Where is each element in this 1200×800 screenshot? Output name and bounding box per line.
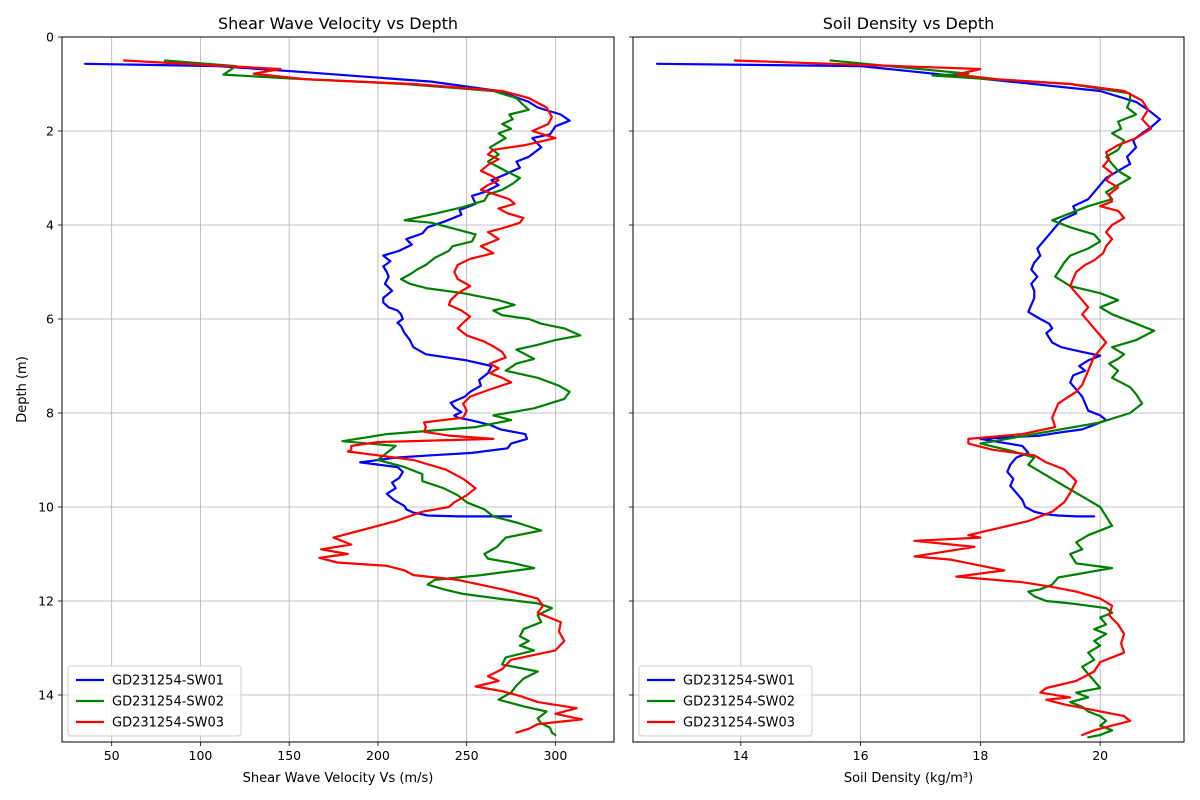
velocity-y-tick-label: 6 xyxy=(46,312,54,327)
velocity-series-line-2 xyxy=(163,59,582,737)
velocity-x-axis-label: Shear Wave Velocity Vs (m/s) xyxy=(243,771,434,786)
density-x-axis-label: Soil Density (kg/m³) xyxy=(844,771,973,786)
density-legend-label-3: GD231254-SW03 xyxy=(683,716,795,731)
velocity-series-line-3 xyxy=(122,59,584,734)
velocity-x-tick-label: 100 xyxy=(189,748,213,763)
velocity-x-tick-label: 250 xyxy=(455,748,479,763)
density-x-ticks: 14 16 18 20 xyxy=(733,742,1108,763)
density-series-line-3 xyxy=(733,59,1153,737)
velocity-x-tick-label: 300 xyxy=(543,748,567,763)
velocity-plot-frame xyxy=(61,36,615,743)
velocity-x-tick-label: 150 xyxy=(277,748,301,763)
velocity-y-tick-label: 10 xyxy=(38,500,54,515)
velocity-legend-label-1: GD231254-SW01 xyxy=(112,674,224,689)
velocity-y-tick-label: 14 xyxy=(38,688,54,703)
velocity-legend-label-3: GD231254-SW03 xyxy=(112,716,224,731)
velocity-x-tick-label: 200 xyxy=(366,748,390,763)
density-chart-panel: Soil Density vs Depth 14 16 18 20 Soil Dens… xyxy=(629,14,1185,786)
density-series-line-1 xyxy=(655,62,1162,518)
velocity-chart-title: Shear Wave Velocity vs Depth xyxy=(218,14,458,33)
density-chart-title: Soil Density vs Depth xyxy=(823,14,994,33)
velocity-legend: GD231254-SW01 GD231254-SW02 GD231254-SW03 xyxy=(67,665,242,737)
velocity-series-lines xyxy=(83,59,584,737)
velocity-y-tick-label: 0 xyxy=(46,30,54,45)
velocity-y-ticks: 0 2 4 6 8 10 12 14 xyxy=(38,30,62,703)
density-y-ticks xyxy=(629,36,633,696)
velocity-y-tick-label: 12 xyxy=(38,594,54,609)
density-x-tick-label: 14 xyxy=(733,748,749,763)
density-plot-frame xyxy=(632,36,1185,743)
velocity-legend-label-2: GD231254-SW02 xyxy=(112,695,224,710)
velocity-chart-panel: Shear Wave Velocity vs Depth 50 100 150 200… xyxy=(15,14,615,786)
velocity-legend-box xyxy=(67,665,242,737)
velocity-x-ticks: 50 100 150 200 250 300 xyxy=(104,742,567,763)
depth-y-axis-label: Depth (m) xyxy=(15,356,30,423)
density-x-tick-label: 18 xyxy=(972,748,988,763)
density-series-line-2 xyxy=(829,59,1156,739)
density-legend: GD231254-SW01 GD231254-SW02 GD231254-SW03 xyxy=(638,665,813,737)
velocity-y-tick-label: 2 xyxy=(46,124,54,139)
density-legend-box xyxy=(638,665,813,737)
density-series-lines xyxy=(655,59,1162,739)
density-x-tick-label: 20 xyxy=(1092,748,1108,763)
velocity-y-tick-label: 4 xyxy=(46,218,54,233)
velocity-y-tick-label: 8 xyxy=(46,406,54,421)
velocity-x-tick-label: 50 xyxy=(104,748,120,763)
density-legend-label-1: GD231254-SW01 xyxy=(683,674,795,689)
density-legend-label-2: GD231254-SW02 xyxy=(683,695,795,710)
density-x-tick-label: 16 xyxy=(853,748,869,763)
velocity-series-line-1 xyxy=(83,62,571,518)
